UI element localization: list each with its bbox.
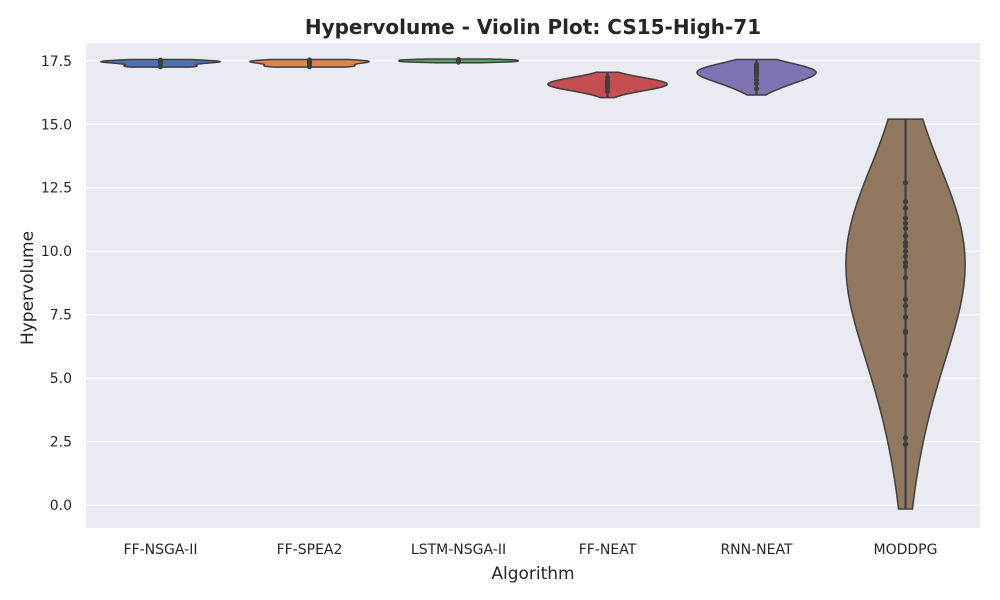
data-point bbox=[902, 253, 909, 259]
violin-lstm-nsga-ii bbox=[398, 56, 519, 65]
x-tick-label: LSTM-NSGA-II bbox=[411, 542, 506, 558]
data-point bbox=[902, 296, 909, 303]
data-point bbox=[902, 351, 909, 357]
data-point bbox=[306, 57, 313, 63]
y-tick-label: 12.5 bbox=[41, 181, 72, 197]
y-tick-label: 5.0 bbox=[50, 371, 72, 387]
y-ticks: 0.0 2.5 5.0 7.5 10.0 12.5 15.0 17.5 bbox=[41, 54, 72, 514]
y-tick-label: 2.5 bbox=[50, 435, 72, 451]
data-point bbox=[902, 205, 909, 211]
violins bbox=[99, 56, 966, 510]
y-tick-label: 17.5 bbox=[41, 54, 72, 70]
data-point bbox=[902, 275, 909, 281]
x-tick-label: MODDPG bbox=[874, 542, 938, 558]
y-tick-label: 15.0 bbox=[41, 117, 72, 133]
x-tick-label: FF-SPEA2 bbox=[277, 542, 343, 558]
data-point bbox=[902, 248, 909, 254]
y-axis-label: Hypervolume bbox=[18, 231, 38, 345]
y-tick-label: 7.5 bbox=[50, 308, 72, 324]
data-point bbox=[902, 441, 909, 447]
data-point bbox=[455, 56, 462, 63]
violin-rnn-neat bbox=[696, 58, 817, 96]
y-tick-label: 0.0 bbox=[50, 498, 72, 514]
y-tick-label: 10.0 bbox=[41, 244, 72, 260]
data-point bbox=[902, 373, 909, 379]
data-point bbox=[902, 225, 909, 231]
data-point bbox=[902, 243, 909, 249]
data-point bbox=[902, 220, 909, 226]
x-tick-label: RNN-NEAT bbox=[720, 542, 793, 558]
data-point bbox=[157, 57, 164, 63]
data-point bbox=[753, 81, 760, 87]
data-point bbox=[902, 260, 909, 266]
data-point bbox=[902, 314, 909, 320]
x-tick-label: FF-NSGA-II bbox=[124, 542, 198, 558]
data-point bbox=[902, 303, 909, 309]
grid-lines bbox=[86, 60, 980, 506]
data-point bbox=[753, 86, 760, 92]
violin-ff-neat bbox=[547, 71, 668, 99]
violin-moddpg bbox=[845, 118, 966, 510]
data-point bbox=[902, 215, 909, 221]
x-ticks: FF-NSGA-II FF-SPEA2 LSTM-NSGA-II FF-NEAT RNN… bbox=[124, 542, 938, 558]
data-point bbox=[902, 180, 909, 186]
chart-title: Hypervolume - Violin Plot: CS15-High-71 bbox=[305, 15, 761, 39]
violin-ff-nsga-ii bbox=[99, 57, 222, 70]
data-point bbox=[902, 199, 909, 205]
data-point bbox=[902, 263, 909, 270]
data-point bbox=[902, 233, 909, 239]
data-point bbox=[753, 61, 760, 68]
x-tick-label: FF-NEAT bbox=[579, 542, 637, 558]
data-point bbox=[753, 77, 760, 83]
data-point bbox=[902, 239, 909, 245]
violin-ff-spea2 bbox=[249, 57, 370, 70]
data-point bbox=[902, 328, 909, 334]
data-point bbox=[604, 88, 611, 94]
x-axis-label: Algorithm bbox=[491, 564, 574, 584]
plot-area bbox=[86, 43, 980, 528]
data-point bbox=[604, 74, 611, 80]
data-point bbox=[902, 435, 909, 441]
